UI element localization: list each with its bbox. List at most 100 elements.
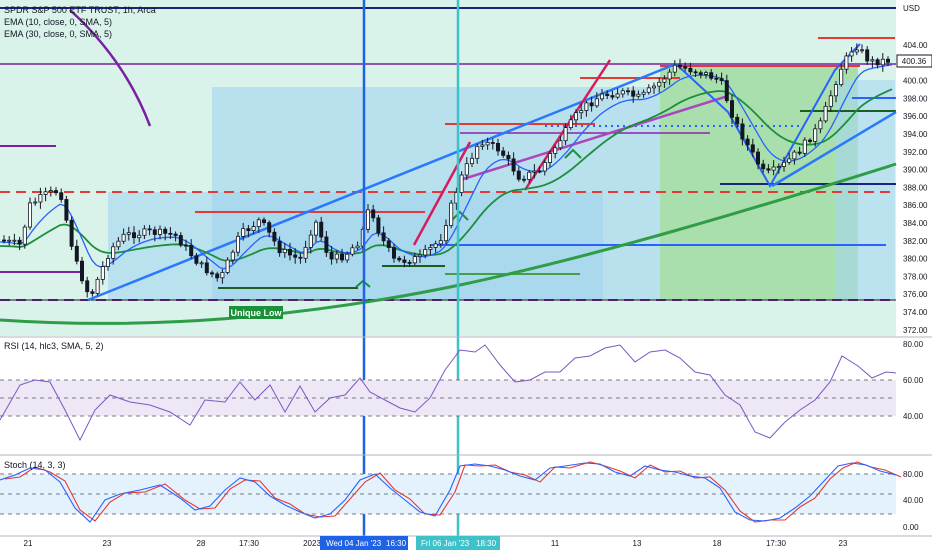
crosshair-2-date: Fri 06 Jan '23 [421,539,470,548]
candle-body [735,116,740,125]
time-tick-label: 11 [551,539,560,548]
symbol-title[interactable]: SPDR S&P 500 ETF TRUST, 1h, Arca [4,5,156,15]
ema30-line-path [0,88,893,262]
candle-body [64,199,69,221]
time-tick-label: 13 [633,539,642,548]
candle-body [865,49,870,62]
stoch-title[interactable]: Stoch (14, 3, 3) [4,460,66,470]
candle-body [818,120,823,130]
stoch-d-path [4,461,902,523]
candle-body [823,105,828,122]
candle-body [152,229,157,235]
crosshair-1-badge [320,536,408,550]
candle-body [293,254,298,258]
price-axis[interactable]: USD 404.00402.00400.00398.00396.00394.00… [896,4,932,335]
candle-body [178,235,183,246]
candle-body [574,112,579,121]
candle-body [282,248,287,254]
price-tick-label: 390.00 [903,166,928,175]
price-tick-label: 388.00 [903,183,928,192]
candle-body [298,256,303,259]
candle-body [605,93,610,97]
candle-body [90,291,95,294]
price-tick-label: 386.00 [903,201,928,210]
candle-body [33,201,38,204]
candle-body [173,233,178,236]
ema10-legend[interactable]: EMA (10, close, 0, SMA, 5) [4,17,113,27]
candle-body [246,228,251,232]
channel-purple [459,94,729,182]
candle-body [157,228,162,235]
candle-body [391,247,396,259]
candle-body [147,228,152,231]
candle-body [584,102,589,111]
candle-body [397,257,402,261]
currency-label: USD [903,4,920,13]
candle-body [594,98,599,107]
rsi-axis: 80.00 60.00 40.00 [903,340,924,421]
price-tick-label: 404.00 [903,41,928,50]
price-tick-label: 384.00 [903,219,928,228]
time-tick-label: 17:30 [239,539,260,548]
candle-body [215,273,220,279]
time-axis[interactable]: 21 23 28 17:30 2023 11 13 18 17:30 23 Wed 04 Jan … [0,535,932,550]
main-legend[interactable]: SPDR S&P 500 ETF TRUST, 1h, Arca EMA (10… [4,4,156,40]
candle-body [776,166,781,168]
candle-body [522,178,527,181]
time-tick-labels: 21 23 28 17:30 2023 11 13 18 17:30 23 [24,539,848,548]
ema30-legend[interactable]: EMA (30, close, 0, SMA, 5) [4,29,113,39]
chevron-marker-2 [451,210,469,221]
candle-body [501,150,506,156]
candle-body [80,260,85,282]
candle-body [886,58,891,63]
candle-body [381,232,386,242]
candle-body [438,240,443,245]
candle-body [657,81,662,87]
candle-body [241,228,246,237]
candle-body [199,262,204,265]
candle-body [27,202,32,228]
candle-body [106,258,111,267]
price-tick-label: 392.00 [903,148,928,157]
rsi-title[interactable]: RSI (14, hlc3, SMA, 5, 2) [4,341,104,351]
candle-body [683,66,688,69]
rsi-pane[interactable] [0,344,897,442]
candle-body [860,49,865,52]
candle-body [652,85,657,89]
candle-body [495,142,500,152]
candle-body [745,138,750,146]
candle-body [532,170,537,173]
candle-body [610,95,615,98]
candle-body [662,78,667,83]
rsi-legend[interactable]: RSI (14, hlc3, SMA, 5, 2) [4,340,104,352]
stoch-legend[interactable]: Stoch (14, 3, 3) [4,459,66,471]
candle-body [256,219,261,227]
candle-body [48,190,53,193]
candle-body [730,100,735,118]
candle-body [287,248,292,256]
candle-body [345,253,350,261]
candle-body [615,93,620,98]
long-ema-curve [0,162,897,325]
candle-body [589,102,594,107]
candle-body [17,239,22,245]
candle-body [839,68,844,85]
candle-body [412,256,417,264]
candle-body [230,251,235,261]
price-tick-label: 380.00 [903,255,928,264]
candlestick-series[interactable] [2,43,891,298]
candle-body [719,78,724,82]
candle-body [220,272,225,279]
candle-body [209,272,214,275]
stoch-pane[interactable] [0,461,902,523]
candle-body [802,139,807,154]
candle-body [880,58,885,66]
candle-body [641,91,646,95]
candle-body [59,192,64,200]
candle-body [163,228,168,234]
candle-body [277,240,282,254]
candle-body [329,252,334,260]
candle-body [137,234,142,239]
